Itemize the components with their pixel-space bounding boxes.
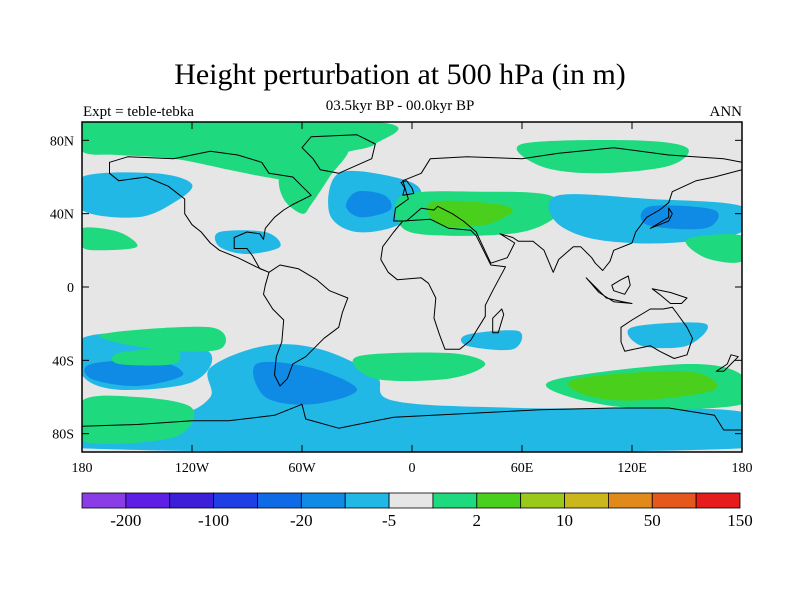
- experiment-label: Expt = teble-tebka: [83, 104, 194, 120]
- lon-tick-label: 180: [732, 461, 753, 476]
- colorbar-swatch: [300, 492, 346, 509]
- colorbar-swatch: [564, 492, 609, 509]
- lon-tick-label: 0: [409, 461, 416, 476]
- map-axes: 80N 40N 0 40S 80S 180 120W 60W 0 60E 120E 180: [50, 121, 753, 476]
- colorbar-swatch: [608, 492, 653, 509]
- map-plot-area: [82, 122, 742, 452]
- lat-tick-label: 0: [67, 281, 74, 296]
- colorbar-swatch: [257, 492, 302, 509]
- coastline-new-guinea: [651, 288, 688, 304]
- region-atlantic-core: [345, 191, 392, 218]
- coastline-uk: [400, 180, 415, 196]
- region-pacific-blue-north: [82, 172, 193, 218]
- coastline-new-zealand: [715, 354, 739, 372]
- coastline-madagascar: [492, 308, 505, 334]
- coastline-antarctica: [82, 403, 742, 431]
- coastline-africa: [380, 218, 506, 350]
- region-southern-atlantic-blue: [82, 344, 742, 452]
- region-pacific-east-green: [82, 227, 138, 251]
- coastline-north-america: [109, 150, 312, 273]
- region-south-pacific-core: [84, 359, 184, 387]
- lon-tick-label: 120W: [175, 461, 210, 476]
- colorbar-label: -20: [290, 511, 313, 530]
- colorbar-label: 50: [644, 511, 661, 530]
- season-label: ANN: [709, 104, 743, 120]
- colorbar-label: -200: [110, 511, 141, 530]
- region-southern-atlantic-core: [253, 361, 357, 405]
- lat-tick-label: 40S: [52, 354, 74, 369]
- colorbar-label: 10: [556, 511, 573, 530]
- coastline-australia: [620, 306, 693, 359]
- region-central-asia-north: [516, 140, 689, 174]
- coastline-greenland: [301, 134, 376, 174]
- colorbar-swatch: [388, 492, 434, 509]
- colorbar-label: -5: [382, 511, 396, 530]
- colorbar-label: -100: [198, 511, 229, 530]
- chart-subtitle: 03.5kyr BP - 00.0kyr BP: [325, 98, 475, 114]
- colorbar-swatch: [520, 492, 565, 509]
- colorbar: -200 -100 -20 -5 2 10 50 150: [81, 492, 753, 530]
- lon-tick-label: 60E: [511, 461, 534, 476]
- colorbar-label: 2: [473, 511, 482, 530]
- perturbation-fields: [82, 122, 742, 452]
- region-west-pacific-green: [685, 234, 742, 263]
- region-south-indian-blue: [460, 330, 523, 351]
- colorbar-swatch: [432, 492, 478, 509]
- lon-tick-label: 180: [72, 461, 93, 476]
- lat-tick-label: 80N: [50, 134, 74, 149]
- coastline-japan: [649, 207, 673, 229]
- region-south-atlantic-green: [352, 352, 486, 381]
- colorbar-swatch: [213, 492, 258, 509]
- colorbar-swatch: [125, 492, 171, 509]
- colorbar-swatch: [169, 492, 215, 509]
- lat-tick-label: 80S: [52, 428, 74, 443]
- region-indian-ocean-core: [567, 370, 718, 401]
- coastlines: [82, 134, 742, 431]
- region-labrador-green: [278, 141, 349, 214]
- colorbar-swatch: [344, 492, 390, 509]
- colorbar-swatch: [651, 492, 697, 509]
- chart-title: Height perturbation at 500 hPa (in m): [174, 58, 626, 91]
- coastline-south-america: [263, 264, 349, 387]
- region-pacific-small-green: [111, 348, 181, 366]
- region-antarctic-green: [82, 395, 195, 444]
- region-south-pacific-green: [99, 326, 227, 352]
- coastline-borneo: [611, 275, 631, 295]
- coastline-eurasia: [393, 147, 742, 273]
- colorbar-label: 150: [727, 511, 753, 530]
- colorbar-swatch: [695, 492, 741, 509]
- colorbar-swatch: [81, 492, 127, 509]
- lon-tick-label: 120E: [617, 461, 647, 476]
- colorbar-swatch: [476, 492, 522, 509]
- coastline-indonesia: [585, 277, 633, 304]
- region-europe-core: [427, 200, 513, 227]
- region-asia-core: [640, 205, 719, 230]
- lon-tick-label: 60W: [288, 461, 316, 476]
- lat-tick-label: 40N: [50, 208, 74, 223]
